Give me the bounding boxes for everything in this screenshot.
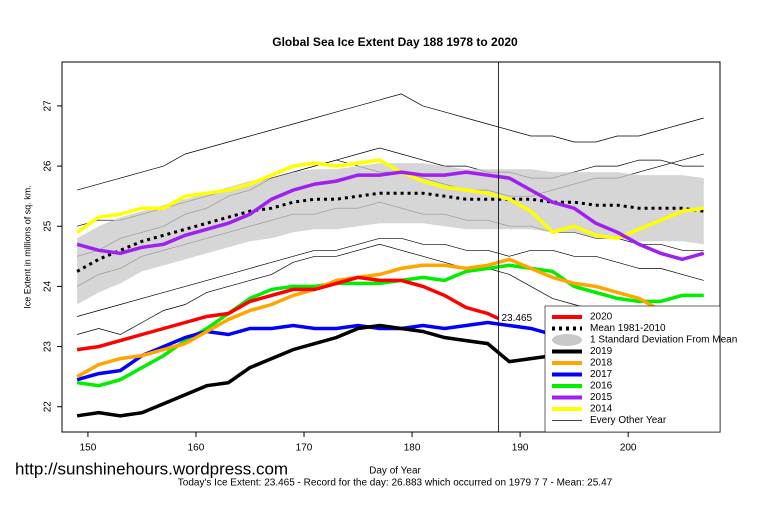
- legend-label: Mean 1981-2010: [590, 323, 666, 334]
- watermark: http://sunshinehours.wordpress.com: [15, 459, 288, 478]
- legend-label: 2020: [590, 312, 613, 323]
- legend-label: 2019: [590, 346, 613, 357]
- legend-label: 2016: [590, 381, 613, 392]
- y-tick-label: 23: [43, 341, 54, 353]
- background-line: [77, 237, 704, 317]
- mean-line: [76, 191, 705, 273]
- y-tick-label: 25: [43, 220, 54, 232]
- y-tick-label: 22: [43, 401, 54, 413]
- x-tick-label: 200: [620, 443, 637, 454]
- x-axis-label: Day of Year: [369, 466, 421, 477]
- legend-swatch: [552, 334, 582, 346]
- series-line: [76, 275, 500, 352]
- legend-label: 2017: [590, 369, 613, 380]
- legend-label: 2018: [590, 358, 613, 369]
- legend-label: 1 Standard Deviation From Mean: [590, 335, 737, 346]
- x-tick-label: 190: [512, 443, 529, 454]
- legend-label: 2015: [590, 392, 613, 403]
- background-line: [77, 93, 704, 191]
- series-line: [76, 257, 704, 379]
- x-tick-label: 160: [188, 443, 205, 454]
- y-tick-label: 26: [43, 160, 54, 172]
- plot-frame: [61, 61, 721, 433]
- series-line: [76, 158, 705, 241]
- annotation: 23.465: [502, 313, 533, 324]
- chart-title: Global Sea Ice Extent Day 188 1978 to 20…: [272, 35, 518, 49]
- x-tick-label: 150: [80, 443, 97, 454]
- x-tick-label: 180: [404, 443, 421, 454]
- series-line: [76, 170, 705, 262]
- y-axis-label: Ice Extent in millions of sq. km.: [22, 185, 32, 309]
- legend-label: 2014: [590, 404, 613, 415]
- footer: Today's Ice Extent: 23.465 - Record for …: [178, 478, 613, 489]
- x-tick-label: 170: [296, 443, 313, 454]
- y-tick-label: 24: [43, 280, 54, 292]
- y-tick-label: 27: [43, 100, 54, 112]
- legend-label: Every Other Year: [590, 415, 667, 426]
